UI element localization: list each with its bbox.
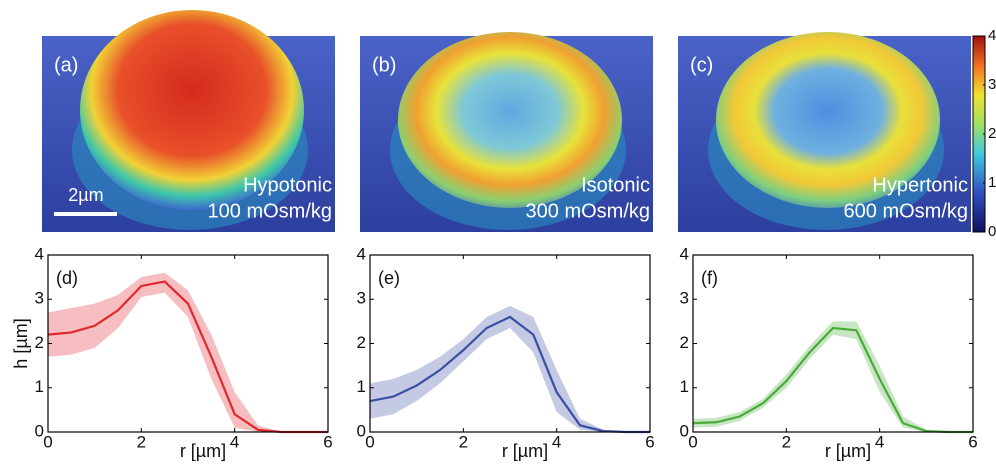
mean-line <box>47 280 328 434</box>
cell-render <box>80 10 304 210</box>
panel-label: (e) <box>378 268 400 288</box>
colorbar-tick-label: 1 <box>988 174 996 191</box>
y-tick-label: 0 <box>680 421 689 440</box>
confidence-band <box>693 321 973 432</box>
x-tick-label: 0 <box>43 432 52 451</box>
condition-label: Hypertonic <box>872 174 968 196</box>
scale-bar-label: 2µm <box>68 185 103 205</box>
y-axis-label: h [µm] <box>11 318 31 368</box>
y-tick-label: 4 <box>35 244 44 263</box>
y-tick-label: 2 <box>357 333 366 352</box>
y-tick-label: 0 <box>35 421 44 440</box>
y-tick-label: 1 <box>35 377 44 396</box>
x-tick-label: 2 <box>782 432 791 451</box>
plot-frame <box>692 254 974 433</box>
panel-label: (f) <box>701 268 718 288</box>
x-tick-label: 6 <box>645 432 654 451</box>
confidence-band <box>48 272 328 432</box>
plot-frame <box>369 254 651 433</box>
panel-label: (d) <box>56 268 78 288</box>
cell-render <box>716 32 940 208</box>
y-tick-label: 1 <box>680 377 689 396</box>
x-axis-label: r [µm] <box>502 441 548 461</box>
y-tick-label: 4 <box>357 244 366 263</box>
confidence-band <box>370 305 650 432</box>
condition-label: Isotonic <box>581 174 650 196</box>
x-tick-label: 4 <box>875 432 884 451</box>
x-tick-label: 4 <box>552 432 561 451</box>
x-tick-label: 4 <box>230 432 239 451</box>
x-tick-label: 6 <box>323 432 332 451</box>
y-tick-label: 0 <box>357 421 366 440</box>
panel-label: (c) <box>690 54 713 76</box>
osmolality-label: 100 mOsm/kg <box>208 200 332 222</box>
panel-label: (a) <box>54 54 78 76</box>
panel-label: (b) <box>372 54 396 76</box>
cell-render <box>398 32 622 208</box>
osmolality-label: 300 mOsm/kg <box>526 200 650 222</box>
x-tick-label: 0 <box>688 432 697 451</box>
y-tick-label: 4 <box>680 244 689 263</box>
y-tick-label: 3 <box>357 289 366 308</box>
x-tick-label: 0 <box>365 432 374 451</box>
colorbar-tick-label: 2 <box>988 125 996 142</box>
y-tick-label: 3 <box>35 289 44 308</box>
x-tick-label: 2 <box>137 432 146 451</box>
mean-line <box>692 326 973 434</box>
y-tick-label: 3 <box>680 289 689 308</box>
osmolality-label: 600 mOsm/kg <box>844 200 968 222</box>
y-tick-label: 1 <box>357 377 366 396</box>
x-tick-label: 6 <box>968 432 977 451</box>
colorbar-tick-label: 3 <box>988 76 996 93</box>
condition-label: Hypotonic <box>243 174 332 196</box>
y-tick-label: 2 <box>680 333 689 352</box>
x-axis-label: r [µm] <box>825 441 871 461</box>
x-tick-label: 2 <box>459 432 468 451</box>
mean-line <box>369 315 650 434</box>
colorbar-tick-label: 0 <box>988 223 996 240</box>
x-axis-label: r [µm] <box>180 441 226 461</box>
colorbar-tick-label: 4 <box>988 27 996 44</box>
y-tick-label: 2 <box>35 333 44 352</box>
